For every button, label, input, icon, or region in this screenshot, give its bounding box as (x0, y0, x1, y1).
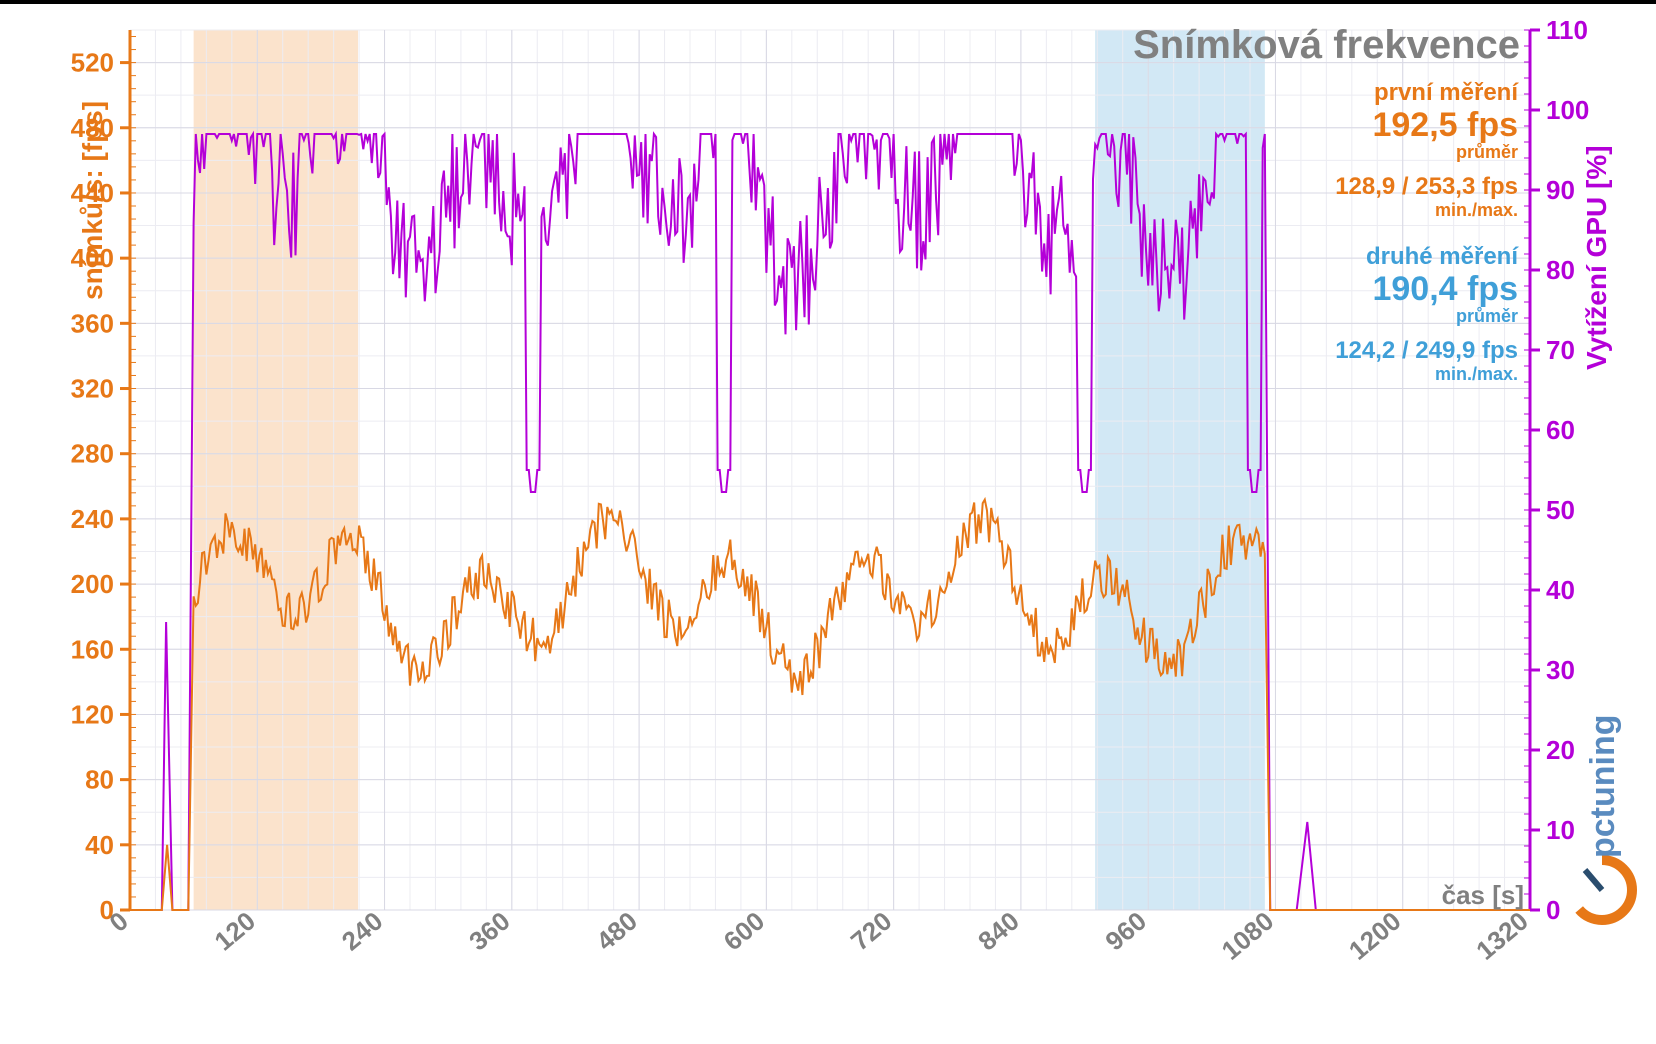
y-axis-left-label: snímků/s: [fps] (77, 101, 108, 300)
y-tick-right-label: 0 (1546, 895, 1560, 925)
y-tick-right-label: 60 (1546, 415, 1575, 445)
x-axis-label: čas [s] (1442, 880, 1524, 910)
stats-first-mm-label: min./max. (1435, 200, 1518, 220)
y-tick-left-label: 120 (71, 699, 114, 729)
stats-first-avg-label: průměr (1456, 142, 1518, 162)
y-tick-right-label: 10 (1546, 815, 1575, 845)
x-tick-label: 720 (845, 906, 898, 957)
stats-first-minmax: 128,9 / 253,3 fps (1335, 173, 1518, 200)
chart-title: Snímková frekvence (1133, 23, 1520, 67)
y-ticks-right: 0 10 20 30 40 50 60 70 80 90 100 110 (1524, 15, 1589, 925)
x-tick-label: 600 (718, 906, 771, 957)
x-ticks: 0120240360480600720840960108012001320 (103, 906, 1533, 966)
y-tick-right-label: 110 (1546, 15, 1588, 45)
stats-block: první měření192,5 fpsprůměr128,9 / 253,3… (1335, 79, 1519, 384)
stats-first-avg: 192,5 fps (1372, 106, 1518, 144)
stats-first-header: první měření (1374, 79, 1519, 106)
y-tick-right-label: 30 (1546, 655, 1575, 685)
x-tick-label: 480 (590, 906, 643, 957)
y-tick-right-label: 90 (1546, 175, 1575, 205)
x-tick-label: 1320 (1470, 906, 1534, 966)
y-tick-left-label: 520 (71, 48, 114, 78)
x-tick-label: 240 (336, 906, 389, 957)
y-tick-left-label: 40 (85, 830, 114, 860)
y-tick-left-label: 360 (71, 308, 114, 338)
frame-rate-chart: 0408012016020024028032036040044048052001… (0, 0, 1656, 1044)
y-tick-left-label: 240 (71, 504, 114, 534)
y-tick-left-label: 160 (71, 634, 114, 664)
x-tick-label: 960 (1100, 906, 1153, 957)
y-tick-right-label: 50 (1546, 495, 1575, 525)
y-tick-right-label: 80 (1546, 255, 1575, 285)
y-tick-left-label: 80 (85, 765, 114, 795)
stats-second-minmax: 124,2 / 249,9 fps (1335, 337, 1518, 364)
x-tick-label: 1200 (1343, 906, 1407, 966)
y-tick-right-label: 20 (1546, 735, 1575, 765)
x-tick-label: 1080 (1216, 906, 1280, 966)
x-tick-label: 840 (972, 906, 1025, 957)
stats-second-avg-label: průměr (1456, 306, 1518, 326)
stats-second-mm-label: min./max. (1435, 364, 1518, 384)
x-tick-label: 120 (209, 906, 262, 957)
stats-second-avg: 190,4 fps (1372, 270, 1518, 308)
y-tick-right-label: 70 (1546, 335, 1575, 365)
x-tick-label: 360 (463, 906, 516, 957)
y-tick-right-label: 100 (1546, 95, 1589, 125)
logo-text: pctuning (1584, 714, 1622, 858)
pctuning-logo: pctuning (1572, 714, 1632, 920)
y-tick-left-label: 200 (71, 569, 114, 599)
y-tick-left-label: 280 (71, 439, 114, 469)
y-tick-right-label: 40 (1546, 575, 1575, 605)
y-axis-right-label: Vytížení GPU [%] (1581, 145, 1612, 370)
stats-second-header: druhé měření (1366, 243, 1519, 270)
y-tick-left-label: 320 (71, 374, 114, 404)
